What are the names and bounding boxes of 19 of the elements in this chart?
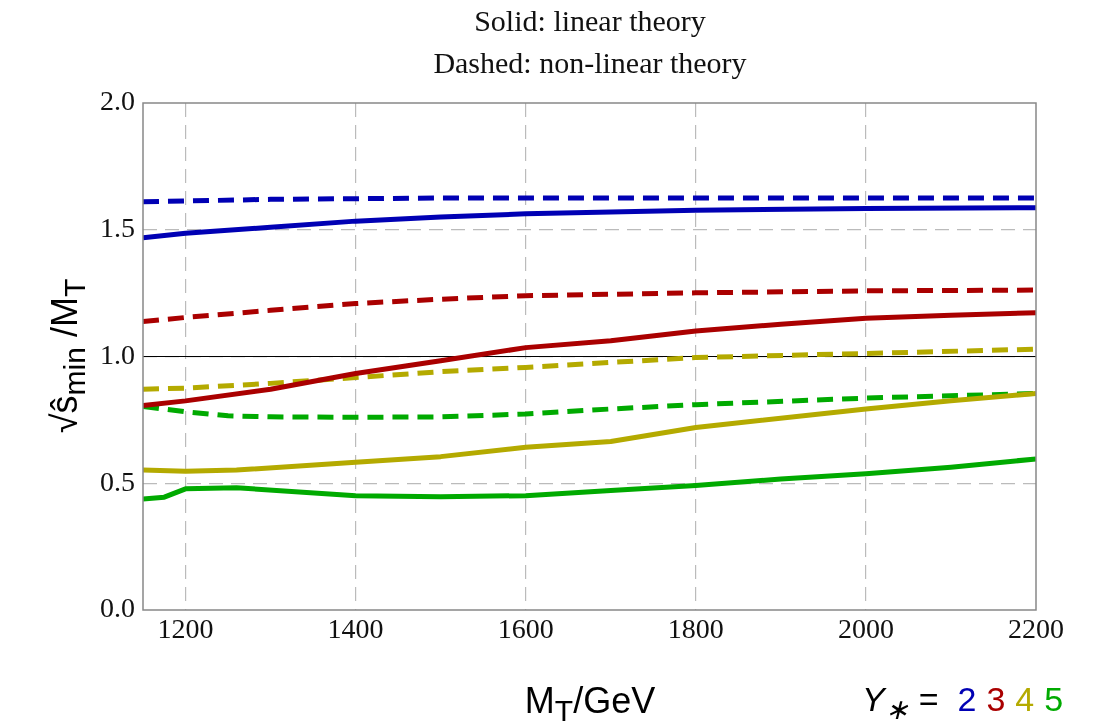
y-tick-label: 2.0 — [100, 85, 135, 117]
legend-title: Y$_{∗}$ = — [862, 680, 938, 725]
text: 4 — [1015, 680, 1035, 718]
x-axis-title: M$_{T}$/GeV — [524, 680, 656, 728]
text: 5 — [1044, 680, 1064, 718]
x-tick-label: 1200 — [157, 613, 214, 645]
y-tick-label: 0.5 — [100, 465, 135, 497]
x-tick-label: 2200 — [1008, 613, 1064, 645]
x-tick-label: 2000 — [837, 613, 894, 645]
y-tick-label: 0.0 — [100, 592, 135, 624]
y-tick-label: 1.5 — [100, 212, 135, 244]
text: 3 — [986, 680, 1006, 718]
x-tick-label: 1800 — [667, 613, 724, 645]
x-tick-label: 1600 — [497, 613, 554, 645]
text: 2 — [957, 680, 977, 718]
x-tick-label: 1400 — [327, 613, 384, 645]
y-tick-label: 1.0 — [100, 338, 135, 370]
chart-subtitle: Dashed: non-linear theory — [433, 46, 747, 80]
chart-title: Solid: linear theory — [474, 4, 706, 38]
